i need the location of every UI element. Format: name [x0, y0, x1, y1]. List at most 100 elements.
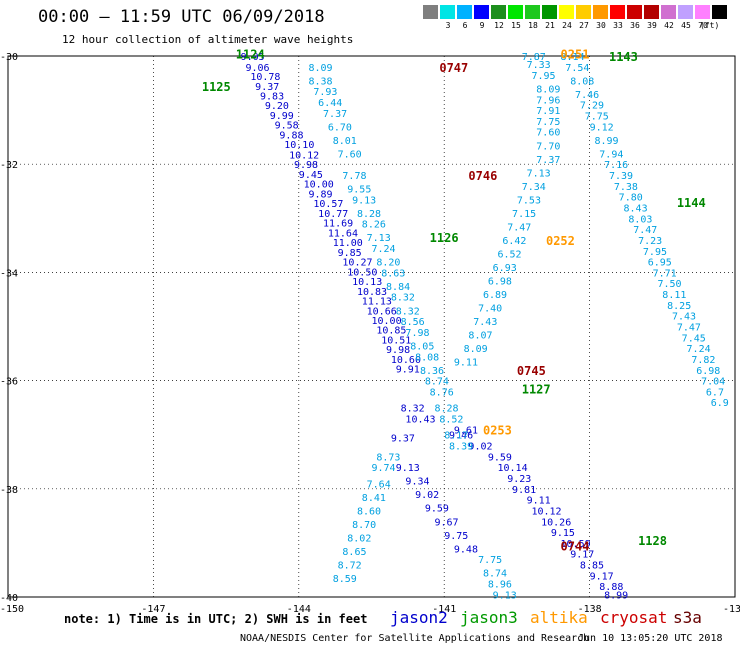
data-point-label: 8.03: [628, 214, 652, 225]
legend-label: 27: [579, 21, 589, 30]
data-point-label: 8.41: [362, 493, 386, 504]
legend-label: 21: [545, 21, 555, 30]
legend-label: 24: [562, 21, 572, 30]
data-point-label: 10.43: [405, 414, 435, 425]
pass-time-label: 1144: [677, 196, 706, 210]
data-point-label: 10.12: [531, 506, 561, 517]
data-point-label: 9.17: [590, 571, 614, 582]
data-point-label: 9.58: [275, 121, 299, 132]
pass-time-label: 0747: [439, 61, 468, 75]
data-point-label: 7.24: [372, 244, 396, 255]
data-point-label: 8.76: [430, 387, 454, 398]
data-point-label: 8.11: [662, 290, 686, 301]
x-tick-label: -141: [432, 604, 456, 615]
data-point-label: 9.17: [570, 550, 594, 561]
chart-title: 00:00 – 11:59 UTC 06/09/2018: [38, 7, 325, 27]
data-point-label: 7.15: [512, 209, 536, 220]
data-point-label: 8.99: [594, 136, 618, 147]
legend-label: 3: [445, 21, 451, 30]
legend-swatch: [576, 5, 591, 19]
data-point-label: 7.54: [565, 63, 589, 74]
data-point-label: 7.80: [619, 193, 643, 204]
data-point-label: 8.52: [439, 414, 463, 425]
data-point-label: 10.00: [372, 316, 402, 327]
data-point-label: 7.13: [367, 233, 391, 244]
legend-label: 33: [613, 21, 623, 30]
legend-label: 70: [698, 21, 708, 30]
data-point-label: 9.37: [391, 433, 415, 444]
data-point-label: 7.37: [323, 109, 347, 120]
data-point-label: 9.13: [493, 590, 517, 601]
data-point-label: 9.02: [415, 490, 439, 501]
data-point-label: 8.73: [376, 452, 400, 463]
data-point-label: 9.37: [255, 82, 279, 93]
footer-note: note: 1) Time is in UTC; 2) SWH is in fe…: [64, 612, 368, 626]
data-point-label: 10.14: [498, 463, 528, 474]
data-point-label: 7.82: [691, 355, 715, 366]
legend-swatch: [712, 5, 727, 19]
data-point-label: 9.59: [425, 504, 449, 515]
data-point-label: 8.74: [483, 569, 507, 580]
legend-label: 18: [528, 21, 538, 30]
data-point-label: 9.11: [527, 496, 551, 507]
data-point-label: 7.47: [507, 222, 531, 233]
data-point-label: 9.99: [270, 111, 294, 122]
data-point-label: 8.74: [425, 377, 449, 388]
x-tick-label: -147: [141, 604, 165, 615]
data-point-label: 9.75: [444, 531, 468, 542]
data-point-label: 9.12: [590, 122, 614, 133]
data-point-label: 7.23: [638, 236, 662, 247]
data-point-label: 8.01: [333, 136, 357, 147]
data-point-label: 8.09: [536, 84, 560, 95]
mission-s3a: s3a: [673, 608, 702, 627]
data-point-label: 9.55: [347, 185, 371, 196]
legend-label: 42: [664, 21, 674, 30]
y-tick-label: -36: [0, 377, 18, 388]
legend-swatch: [440, 5, 455, 19]
data-point-label: 10.77: [318, 209, 348, 220]
data-point-label: 7.13: [527, 168, 551, 179]
data-point-label: 7.46: [575, 90, 599, 101]
legend-label: 6: [462, 21, 468, 30]
legend-swatch: [525, 5, 540, 19]
data-point-label: 6.89: [483, 290, 507, 301]
pass-time-label: 1143: [609, 50, 638, 64]
legend-swatch: [491, 5, 506, 19]
mission-jason3: jason3: [460, 608, 518, 627]
data-point-label: 7.71: [653, 268, 677, 279]
data-point-label: 7.45: [682, 333, 706, 344]
data-point-label: 7.64: [367, 479, 391, 490]
pass-time-label: 1125: [202, 80, 231, 94]
data-point-label: 9.59: [488, 452, 512, 463]
data-point-label: 7.47: [633, 225, 657, 236]
pass-time-label: 0253: [483, 423, 512, 437]
mission-cryosat: cryosat: [600, 608, 668, 627]
data-point-label: 7.29: [580, 101, 604, 112]
data-point-label: 7.43: [672, 312, 696, 323]
data-point-label: 7.87: [522, 52, 546, 63]
data-point-label: 7.43: [473, 317, 497, 328]
data-point-label: 10.00: [304, 180, 334, 191]
data-point-label: 6.52: [498, 249, 522, 260]
data-point-label: 8.60: [357, 506, 381, 517]
data-point-label: 9.06: [245, 63, 269, 74]
pass-time-label: 0746: [468, 169, 497, 183]
legend-swatch: [644, 5, 659, 19]
plot-frame: [7, 55, 736, 598]
data-point-label: 8.09: [308, 63, 332, 74]
data-point-label: 11.00: [333, 238, 363, 249]
data-point-label: 9.13: [352, 195, 376, 206]
data-point-label: 9.85: [338, 248, 362, 259]
data-point-label: 6.42: [502, 236, 526, 247]
legend-swatch: [593, 5, 608, 19]
data-point-label: 9.81: [512, 485, 536, 496]
data-point-label: 6.98: [696, 366, 720, 377]
data-point-label: 9.20: [265, 101, 289, 112]
data-point-label: 11.64: [328, 228, 358, 239]
data-point-label: 7.91: [536, 106, 560, 117]
legend-label: 45: [681, 21, 691, 30]
chart-subtitle: 12 hour collection of altimeter wave hei…: [62, 33, 354, 46]
data-point-label: 8.36: [420, 366, 444, 377]
legend-unit: (ft): [700, 21, 720, 30]
data-point-label: 8.56: [401, 317, 425, 328]
